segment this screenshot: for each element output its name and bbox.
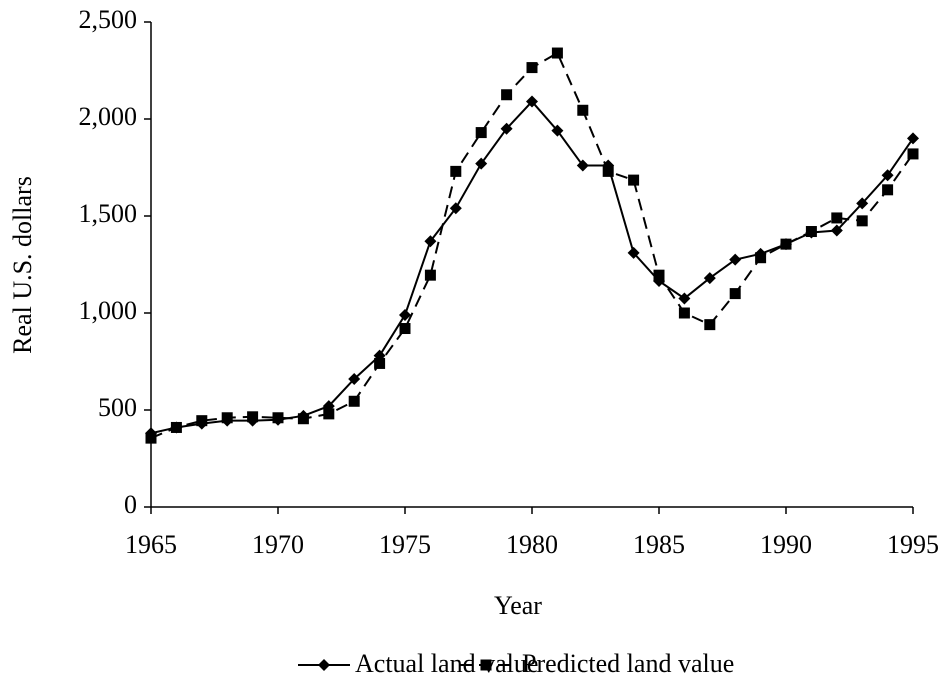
x-tick-label: 1970 (252, 530, 304, 559)
marker (450, 165, 462, 177)
marker (221, 412, 233, 424)
marker (526, 62, 538, 74)
marker (348, 395, 360, 407)
marker (830, 224, 843, 237)
marker (576, 159, 589, 172)
y-tick-label: 1,000 (79, 296, 138, 325)
x-axis-label: Year (494, 591, 542, 620)
marker (729, 253, 742, 266)
legend-item: Predicted land value (460, 649, 734, 678)
marker (501, 89, 513, 101)
marker (318, 659, 330, 671)
marker (170, 421, 182, 433)
marker (399, 323, 411, 335)
x-tick-label: 1995 (887, 530, 939, 559)
series-line (150, 100, 914, 435)
y-axis-label: Real U.S. dollars (8, 176, 37, 354)
marker (882, 184, 894, 196)
marker (374, 357, 386, 369)
marker (907, 148, 919, 160)
marker (145, 432, 157, 444)
series-line (150, 51, 914, 440)
marker (272, 412, 284, 424)
marker (780, 238, 792, 250)
y-tick-label: 0 (124, 490, 137, 519)
x-tick-label: 1990 (760, 530, 812, 559)
y-tick-label: 2,000 (79, 102, 138, 131)
marker (424, 269, 436, 281)
x-tick-label: 1975 (379, 530, 431, 559)
marker (475, 127, 487, 139)
marker (551, 124, 564, 137)
marker (526, 95, 538, 108)
legend-label: Predicted land value (522, 649, 734, 678)
marker (449, 202, 462, 215)
marker (907, 132, 919, 145)
x-tick-label: 1985 (633, 530, 685, 559)
marker (805, 226, 817, 238)
marker (703, 272, 716, 285)
marker (480, 659, 492, 671)
marker (628, 174, 640, 186)
marker (678, 307, 690, 319)
y-tick-label: 500 (98, 393, 137, 422)
marker (399, 308, 411, 321)
marker (475, 157, 488, 170)
marker (196, 415, 208, 427)
marker (881, 169, 894, 182)
marker (551, 47, 563, 59)
x-tick-label: 1980 (506, 530, 558, 559)
marker (323, 408, 335, 420)
marker (500, 122, 513, 135)
marker (856, 197, 869, 210)
marker (297, 413, 309, 425)
marker (653, 269, 665, 281)
marker (424, 235, 437, 248)
marker (348, 372, 361, 385)
marker (856, 215, 868, 227)
marker (678, 292, 691, 305)
y-tick-label: 2,500 (79, 5, 138, 34)
x-tick-label: 1965 (125, 530, 177, 559)
marker (729, 288, 741, 300)
marker (704, 319, 716, 331)
marker (602, 165, 614, 177)
marker (755, 252, 767, 264)
marker (577, 104, 589, 116)
marker (247, 411, 259, 423)
y-tick-label: 1,500 (79, 199, 138, 228)
marker (831, 212, 843, 224)
legend-item: Actual land value (298, 649, 538, 678)
marker (627, 246, 640, 259)
legend-label: Actual land value (355, 649, 538, 678)
